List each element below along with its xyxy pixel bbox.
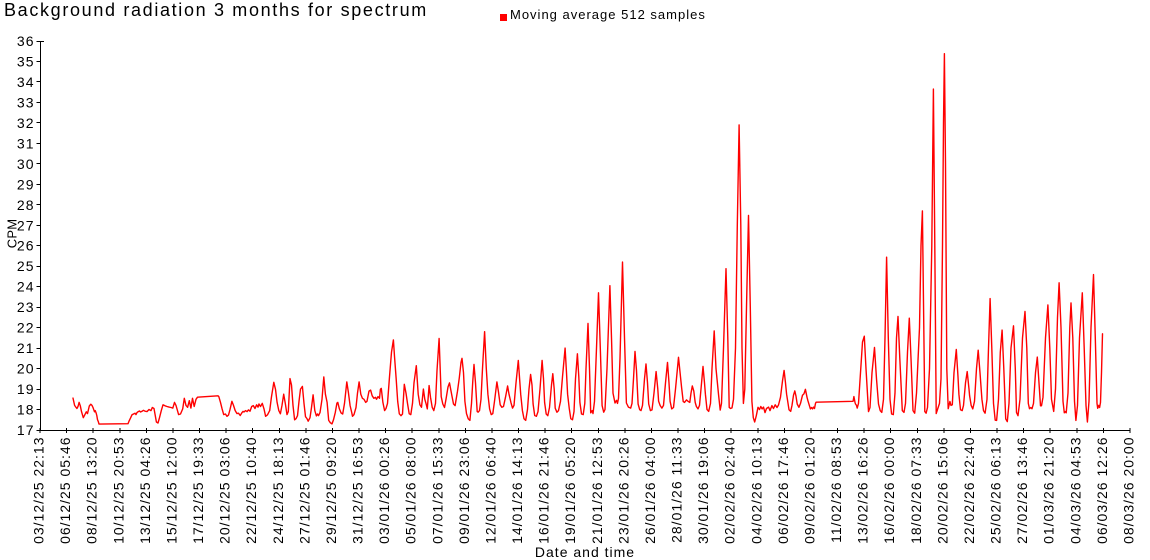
svg-text:13/12/25 04:26: 13/12/25 04:26	[137, 437, 153, 544]
svg-text:06/03/26 12:26: 06/03/26 12:26	[1094, 437, 1110, 544]
svg-text:30/01/26 19:06: 30/01/26 19:06	[695, 437, 711, 544]
svg-text:33: 33	[17, 94, 35, 110]
svg-text:26: 26	[17, 238, 35, 254]
svg-text:35: 35	[17, 54, 35, 70]
svg-text:03/01/26 00:26: 03/01/26 00:26	[376, 437, 392, 544]
svg-text:09/01/26 23:06: 09/01/26 23:06	[456, 437, 472, 544]
svg-text:07/01/26 15:33: 07/01/26 15:33	[429, 437, 445, 544]
svg-text:20/02/26 15:06: 20/02/26 15:06	[934, 437, 950, 544]
svg-text:19: 19	[17, 381, 35, 397]
svg-text:05/01/26 08:00: 05/01/26 08:00	[403, 437, 419, 544]
svg-text:31/12/25 16:53: 31/12/25 16:53	[350, 437, 366, 544]
svg-text:28: 28	[17, 197, 35, 213]
svg-text:25: 25	[17, 258, 35, 274]
svg-text:18: 18	[17, 402, 35, 418]
svg-text:23/01/26 20:26: 23/01/26 20:26	[615, 437, 631, 544]
svg-text:06/12/25 05:46: 06/12/25 05:46	[57, 437, 73, 544]
svg-text:01/03/26 21:20: 01/03/26 21:20	[1041, 437, 1057, 544]
svg-text:CPM: CPM	[5, 219, 20, 249]
svg-text:29: 29	[17, 176, 35, 192]
svg-text:08/12/25 13:20: 08/12/25 13:20	[84, 437, 100, 544]
svg-text:26/01/26 04:00: 26/01/26 04:00	[642, 437, 658, 544]
svg-text:32: 32	[17, 115, 35, 131]
svg-text:24: 24	[17, 279, 35, 295]
svg-text:17/12/25 19:33: 17/12/25 19:33	[190, 437, 206, 544]
svg-text:30: 30	[17, 156, 35, 172]
svg-text:34: 34	[17, 74, 35, 90]
svg-text:17: 17	[17, 422, 35, 438]
svg-text:04/03/26 04:53: 04/03/26 04:53	[1067, 437, 1083, 544]
svg-text:04/02/26 10:13: 04/02/26 10:13	[748, 437, 764, 544]
svg-text:36: 36	[17, 33, 35, 49]
svg-text:15/12/25 12:00: 15/12/25 12:00	[163, 437, 179, 544]
svg-text:24/12/25 18:13: 24/12/25 18:13	[270, 437, 286, 544]
svg-text:Date and time: Date and time	[535, 544, 635, 560]
svg-text:11/02/26 08:53: 11/02/26 08:53	[828, 437, 844, 543]
svg-text:25/02/26 06:13: 25/02/26 06:13	[988, 437, 1004, 544]
svg-text:31: 31	[17, 135, 35, 151]
svg-text:21: 21	[17, 340, 35, 356]
svg-text:12/01/26 06:40: 12/01/26 06:40	[483, 437, 499, 544]
svg-text:27: 27	[17, 217, 35, 233]
svg-text:10/12/25 20:53: 10/12/25 20:53	[110, 437, 126, 544]
svg-text:08/03/26 20:00: 08/03/26 20:00	[1121, 437, 1137, 544]
svg-text:18/02/26 07:33: 18/02/26 07:33	[908, 437, 924, 544]
svg-text:06/02/26 17:46: 06/02/26 17:46	[775, 437, 791, 544]
svg-text:19/01/26 05:20: 19/01/26 05:20	[562, 437, 578, 544]
svg-text:03/12/25 22:13: 03/12/25 22:13	[31, 437, 47, 544]
svg-text:14/01/26 14:13: 14/01/26 14:13	[509, 437, 525, 544]
svg-text:27/02/26 13:46: 27/02/26 13:46	[1014, 437, 1030, 544]
svg-text:21/01/26 12:53: 21/01/26 12:53	[589, 437, 605, 544]
svg-text:23: 23	[17, 299, 35, 315]
svg-text:02/02/26 02:40: 02/02/26 02:40	[722, 437, 738, 544]
svg-text:28/01/26 11:33: 28/01/26 11:33	[669, 437, 685, 543]
svg-text:22: 22	[17, 320, 35, 336]
svg-text:20/12/25 03:06: 20/12/25 03:06	[217, 437, 233, 544]
svg-text:16/02/26 00:00: 16/02/26 00:00	[881, 437, 897, 544]
svg-text:13/02/26 16:26: 13/02/26 16:26	[855, 437, 871, 544]
svg-text:29/12/25 09:20: 29/12/25 09:20	[323, 437, 339, 544]
svg-text:22/02/26 22:40: 22/02/26 22:40	[961, 437, 977, 544]
svg-text:09/02/26 01:20: 09/02/26 01:20	[802, 437, 818, 544]
svg-text:27/12/25 01:46: 27/12/25 01:46	[296, 437, 312, 544]
svg-text:22/12/25 10:40: 22/12/25 10:40	[243, 437, 259, 544]
svg-text:16/01/26 21:46: 16/01/26 21:46	[536, 437, 552, 544]
svg-text:20: 20	[17, 361, 35, 377]
